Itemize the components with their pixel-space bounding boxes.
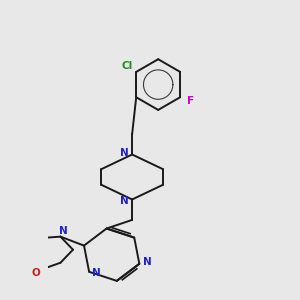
- Text: N: N: [92, 268, 101, 278]
- Text: Cl: Cl: [122, 61, 133, 71]
- Text: N: N: [120, 196, 128, 206]
- Text: N: N: [59, 226, 68, 236]
- Text: F: F: [187, 95, 194, 106]
- Text: N: N: [120, 148, 128, 158]
- Text: O: O: [31, 268, 40, 278]
- Text: N: N: [143, 257, 152, 267]
